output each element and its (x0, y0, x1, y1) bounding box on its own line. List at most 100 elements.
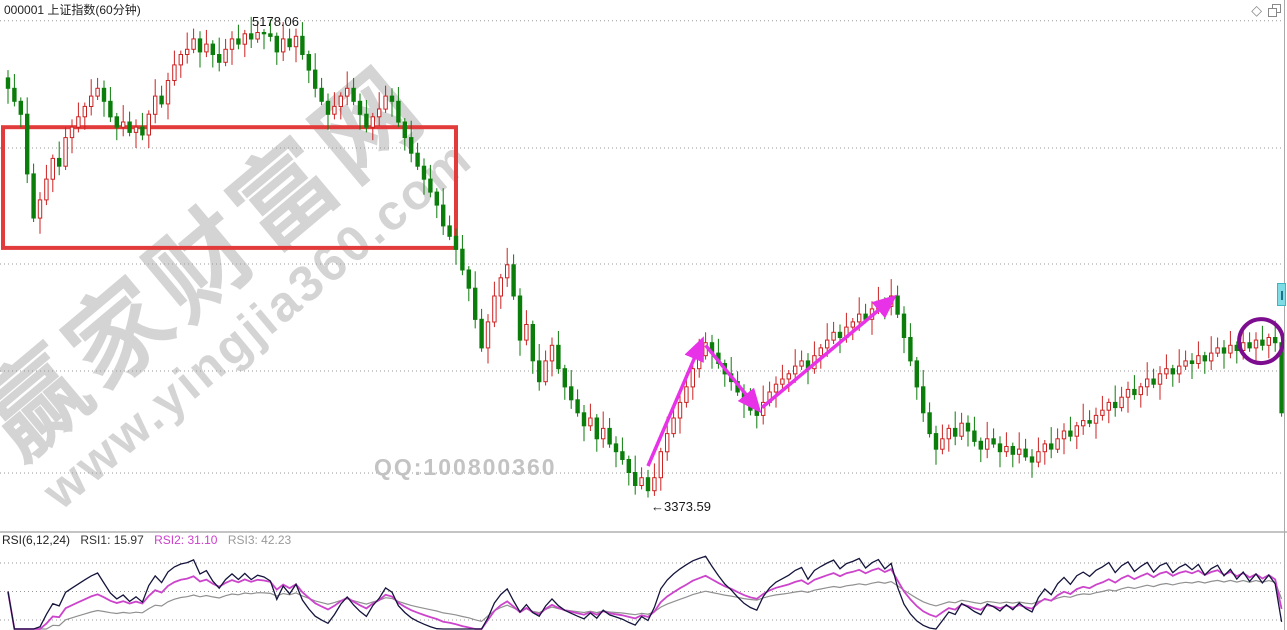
candle-body (831, 331, 836, 341)
candle-body (786, 373, 791, 380)
candle-body (197, 38, 203, 53)
candle-body (1189, 360, 1195, 364)
candle-body (396, 100, 401, 123)
highlight-circle (1237, 317, 1286, 366)
candle-body (140, 126, 145, 136)
candle-body (895, 295, 900, 315)
candle-body (543, 360, 548, 383)
candle-body (1183, 360, 1188, 367)
candle-body (95, 87, 100, 97)
candle-body (153, 95, 158, 115)
candle-body (389, 95, 395, 102)
candle-body (229, 38, 235, 50)
candle-body (1170, 368, 1175, 375)
chart-title: 000001 上证指数(60分钟) (4, 3, 141, 17)
candle-body (1010, 446, 1015, 455)
trend-arrow (646, 336, 704, 467)
candle-body (697, 355, 702, 370)
candle-body (914, 360, 919, 388)
candle-body (626, 459, 631, 473)
candle-body (588, 417, 593, 427)
candle-body (1247, 342, 1252, 349)
candle-body (287, 38, 292, 48)
candle-body (370, 116, 376, 128)
right-scrollbar-thumb[interactable] (1277, 283, 1286, 306)
candle-body (204, 43, 209, 53)
diamond-icon[interactable]: ◇ (1251, 2, 1262, 18)
candle-body (1113, 401, 1118, 409)
candle-body (261, 32, 267, 35)
candle-body (524, 324, 529, 341)
candle-body (1087, 420, 1092, 424)
candle-body (690, 368, 695, 388)
candle-body (946, 427, 951, 440)
candle-body (89, 95, 94, 107)
candle-body (165, 80, 171, 105)
candle-body (594, 417, 599, 440)
candle-body (1049, 443, 1054, 450)
candle-body (517, 295, 523, 341)
candle-body (607, 427, 612, 445)
candle-body (1106, 401, 1111, 411)
candle-body (1253, 339, 1259, 349)
candle-body (434, 191, 440, 206)
candle-body (633, 472, 638, 486)
candle-body (511, 264, 516, 297)
candle-body (780, 378, 785, 385)
rsi3-value-label: RSI3: 42.23 (227, 533, 292, 547)
candle-body (466, 269, 472, 289)
candle-body (332, 105, 337, 115)
candle-body (1004, 446, 1009, 453)
restore-window-icon[interactable] (1268, 3, 1281, 17)
candle-body (159, 95, 164, 105)
candle-body (850, 321, 855, 328)
candle-body (191, 38, 196, 50)
candle-body (479, 318, 484, 349)
candle-body (837, 331, 843, 338)
candle-body (940, 438, 945, 450)
candle-body (581, 412, 587, 427)
high-price-annotation: 5178.06 (252, 14, 299, 29)
candle-body (1125, 388, 1131, 398)
candle-body (345, 87, 350, 97)
candle-body (1228, 344, 1233, 354)
candle-body (613, 443, 619, 453)
candle-body (1221, 347, 1227, 354)
right-scrollbar-track[interactable] (1284, 0, 1285, 630)
candle-body (569, 386, 574, 401)
candle-body (223, 48, 228, 63)
candle-body (1202, 355, 1207, 362)
candle-body (31, 173, 36, 219)
candle-body (485, 321, 491, 349)
candle-body (127, 121, 132, 133)
rsi1-value-label: RSI1: 15.97 (80, 533, 144, 547)
candle-body (146, 113, 152, 136)
candle-body (658, 451, 663, 479)
candle-body (921, 386, 926, 414)
support-zone-box (1, 125, 458, 250)
candle-body (63, 137, 68, 167)
candle-body (1151, 378, 1156, 385)
candle-body (133, 126, 139, 133)
candle-body (383, 95, 388, 110)
candle-body (402, 121, 408, 139)
candle-body (972, 430, 977, 442)
window-controls: ◇ (1251, 3, 1281, 17)
candle-body (338, 95, 344, 107)
candle-body (178, 54, 184, 66)
candle-body (537, 360, 542, 383)
candle-body (25, 113, 30, 175)
candle-body (991, 438, 996, 445)
candle-body (101, 87, 107, 102)
candle-body (357, 100, 363, 115)
candle-body (50, 157, 55, 180)
candle-body (825, 339, 830, 349)
candle-body (1100, 409, 1105, 416)
candle-body (44, 178, 49, 201)
candle-body (549, 344, 555, 362)
candle-body (5, 77, 11, 89)
candle-body (114, 116, 119, 128)
candle-body (242, 33, 248, 45)
candle-body (69, 126, 75, 139)
candle-body (1177, 365, 1182, 375)
